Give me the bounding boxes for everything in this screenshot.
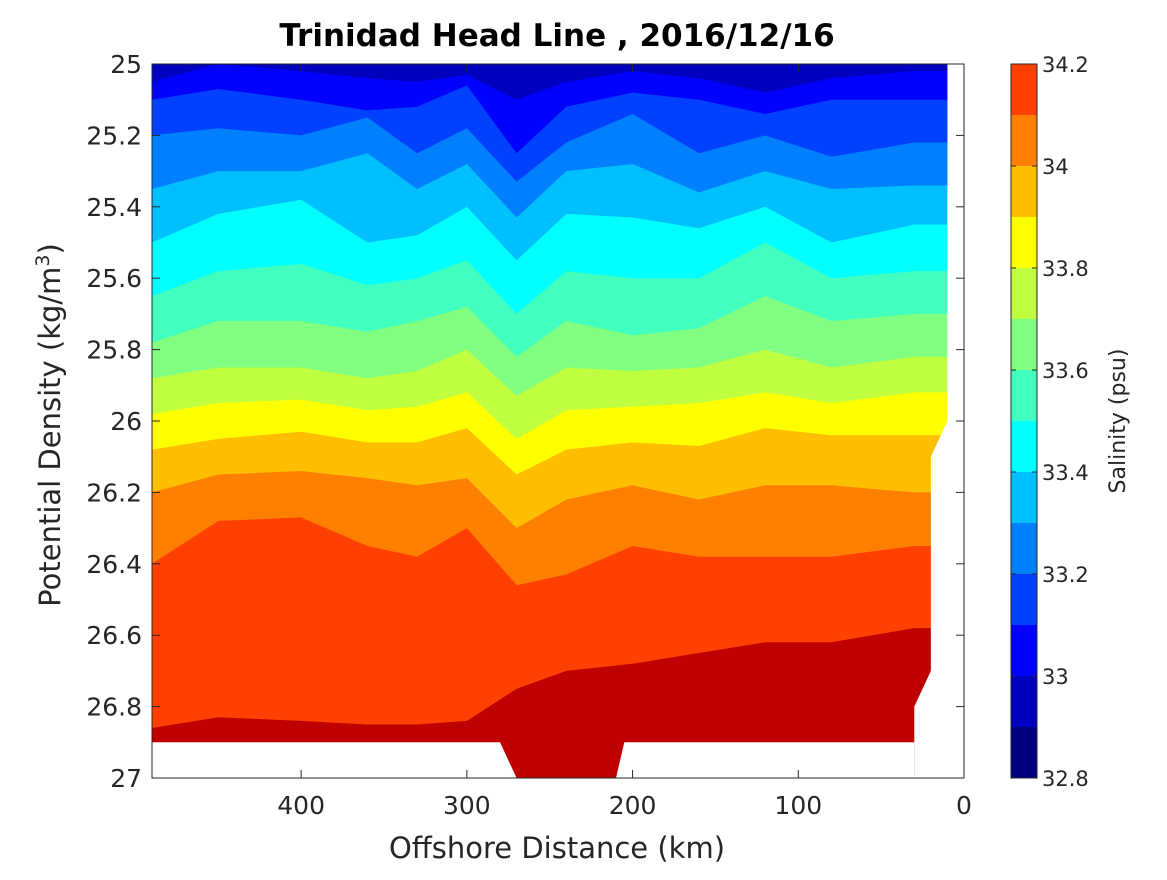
- colorbar-tick-label: 33.2: [1042, 563, 1089, 587]
- colorbar-frame: [1010, 63, 1038, 779]
- y-tick-label: 26.8: [86, 693, 142, 722]
- colorbar-swatch-33.3: [1011, 472, 1037, 523]
- colorbar-swatch-33.4: [1011, 421, 1037, 472]
- colorbar-swatch-33.1: [1011, 574, 1037, 625]
- no-data-bottom-left: [152, 742, 517, 778]
- y-axis-label-close: ): [33, 243, 67, 254]
- y-tick-label: 27: [110, 764, 142, 793]
- x-tick-label: 100: [774, 791, 822, 820]
- colorbar-swatch-34: [1011, 115, 1037, 166]
- colorbar-tick-label: 33: [1042, 665, 1069, 689]
- colorbar-tick-label: 33.6: [1042, 359, 1089, 383]
- y-axis-label-main: Potential Density (kg/m: [33, 267, 67, 607]
- x-axis-label: Offshore Distance (km): [389, 831, 725, 865]
- no-data-mask: [152, 64, 964, 778]
- x-tick-label: 400: [277, 791, 325, 820]
- chart-title: Trinidad Head Line , 2016/12/16: [279, 18, 834, 54]
- x-tick-label: 200: [609, 791, 657, 820]
- colorbar: 34.2 34 33.8 33.6 33.4 33.2 33 32.8: [1010, 53, 1089, 791]
- colorbar-swatch-32.9: [1011, 676, 1037, 727]
- y-tick-label: 25.8: [86, 336, 142, 365]
- contour-band-34.1: [152, 628, 964, 778]
- y-axis-label-superscript: 3: [32, 254, 54, 266]
- colorbar-tick-label: 32.8: [1042, 767, 1089, 791]
- y-tick-label: 26: [110, 407, 142, 436]
- y-tick-label: 26.6: [86, 621, 142, 650]
- colorbar-swatch-33.2: [1011, 523, 1037, 574]
- colorbar-swatch-32.8: [1011, 727, 1037, 778]
- colorbar-label: Salinity (psu): [1106, 349, 1131, 494]
- y-tick-label: 25.6: [86, 264, 142, 293]
- no-data-coast: [914, 64, 964, 778]
- colorbar-swatch-33.9: [1011, 166, 1037, 217]
- colorbar-tick-label: 33.4: [1042, 461, 1089, 485]
- x-tick-label: 0: [956, 791, 972, 820]
- x-tick-label: 300: [443, 791, 491, 820]
- colorbar-tick-label: 33.8: [1042, 257, 1089, 281]
- y-axis: 25 25.2 25.4 25.6 25.8 26 26.2 26.4 26.6 26.8 27: [86, 50, 964, 793]
- colorbar-swatch-33.7: [1011, 268, 1037, 319]
- colorbar-swatch-33.6: [1011, 319, 1037, 370]
- colorbar-swatch-33.5: [1011, 370, 1037, 421]
- y-tick-label: 25: [110, 50, 142, 79]
- no-data-bottom-right: [616, 742, 915, 778]
- y-tick-label: 25.2: [86, 121, 142, 150]
- y-tick-label: 26.4: [86, 550, 142, 579]
- colorbar-tick-label: 34.2: [1042, 53, 1089, 77]
- colorbar-swatch-33: [1011, 625, 1037, 676]
- colorbar-tick-label: 34: [1042, 155, 1069, 179]
- contour-fill-layer: [152, 64, 964, 778]
- y-tick-label: 26.2: [86, 478, 142, 507]
- colorbar-swatch-33.8: [1011, 217, 1037, 268]
- colorbar-swatch-34.1: [1011, 64, 1037, 115]
- y-axis-label: Potential Density (kg/m3): [32, 243, 67, 607]
- y-tick-label: 25.4: [86, 193, 142, 222]
- x-axis: 400 300 200 100 0: [277, 64, 972, 820]
